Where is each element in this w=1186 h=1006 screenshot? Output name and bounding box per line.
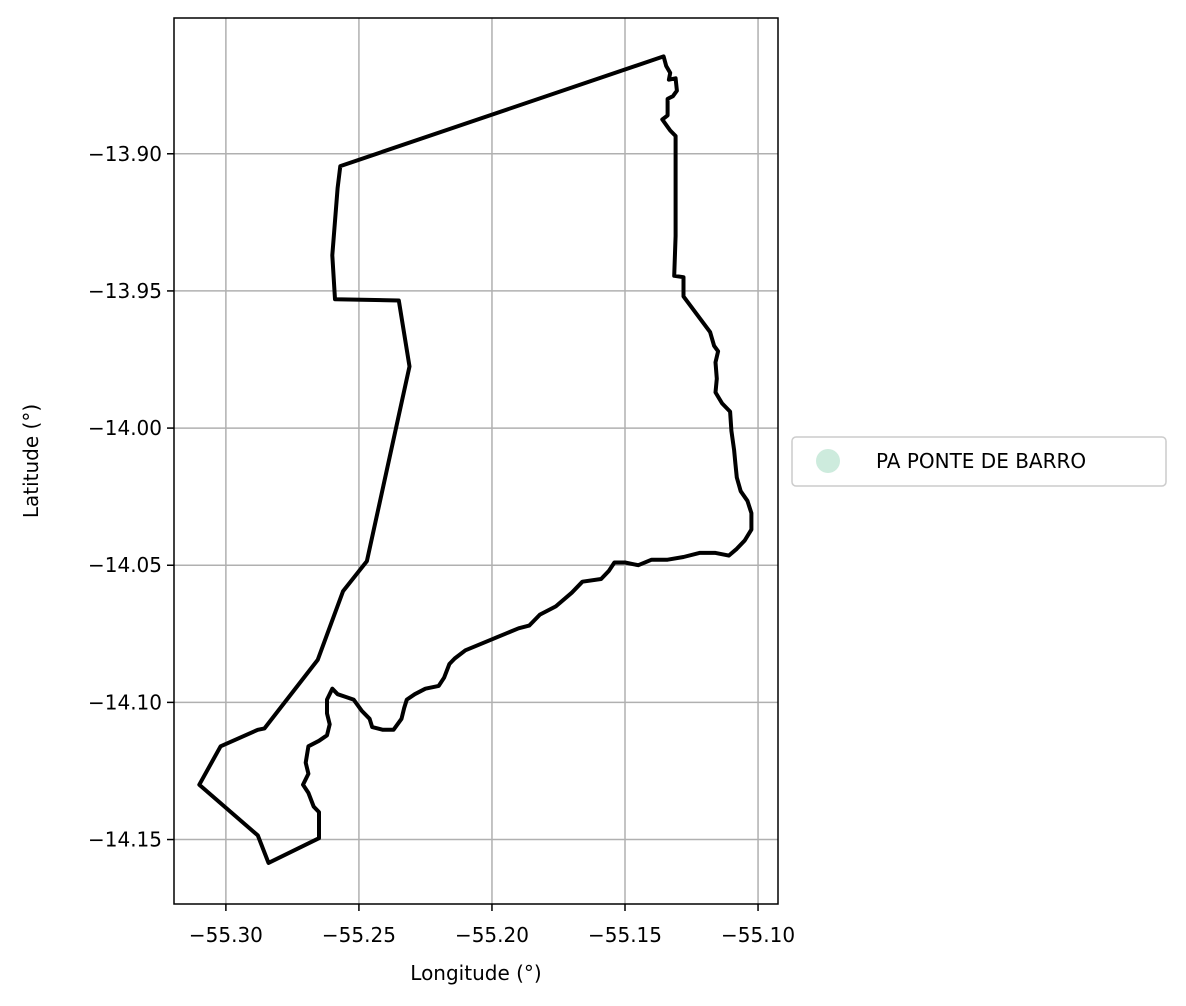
x-tick-label: −55.25 [322, 923, 396, 947]
x-tick-label: −55.20 [455, 923, 529, 947]
x-tick-label: −55.15 [588, 923, 662, 947]
x-axis-ticks: −55.30 −55.25 −55.20 −55.15 −55.10 [189, 904, 795, 947]
legend-box [791, 436, 1167, 487]
plot-frame [173, 17, 779, 905]
x-tick-label: −55.10 [721, 923, 795, 947]
y-tick-label: −14.15 [88, 828, 162, 852]
y-tick-label: −13.95 [88, 279, 162, 303]
x-tick-label: −55.30 [189, 923, 263, 947]
y-tick-label: −14.00 [88, 416, 162, 440]
y-axis-ticks: −13.90 −13.95 −14.00 −14.05 −14.10 −14.15 [88, 142, 174, 852]
x-axis-label: Longitude (°) [410, 961, 541, 985]
legend-marker [816, 449, 840, 473]
y-tick-label: −13.90 [88, 142, 162, 166]
y-axis-label: Latitude (°) [19, 404, 43, 518]
y-tick-label: −14.10 [88, 690, 162, 714]
y-tick-label: −14.05 [88, 553, 162, 577]
grid-lines [174, 18, 778, 904]
legend: PA PONTE DE BARRO [791, 436, 1167, 487]
legend-label: PA PONTE DE BARRO [876, 449, 1086, 473]
settlement-boundary-line [197, 54, 754, 865]
